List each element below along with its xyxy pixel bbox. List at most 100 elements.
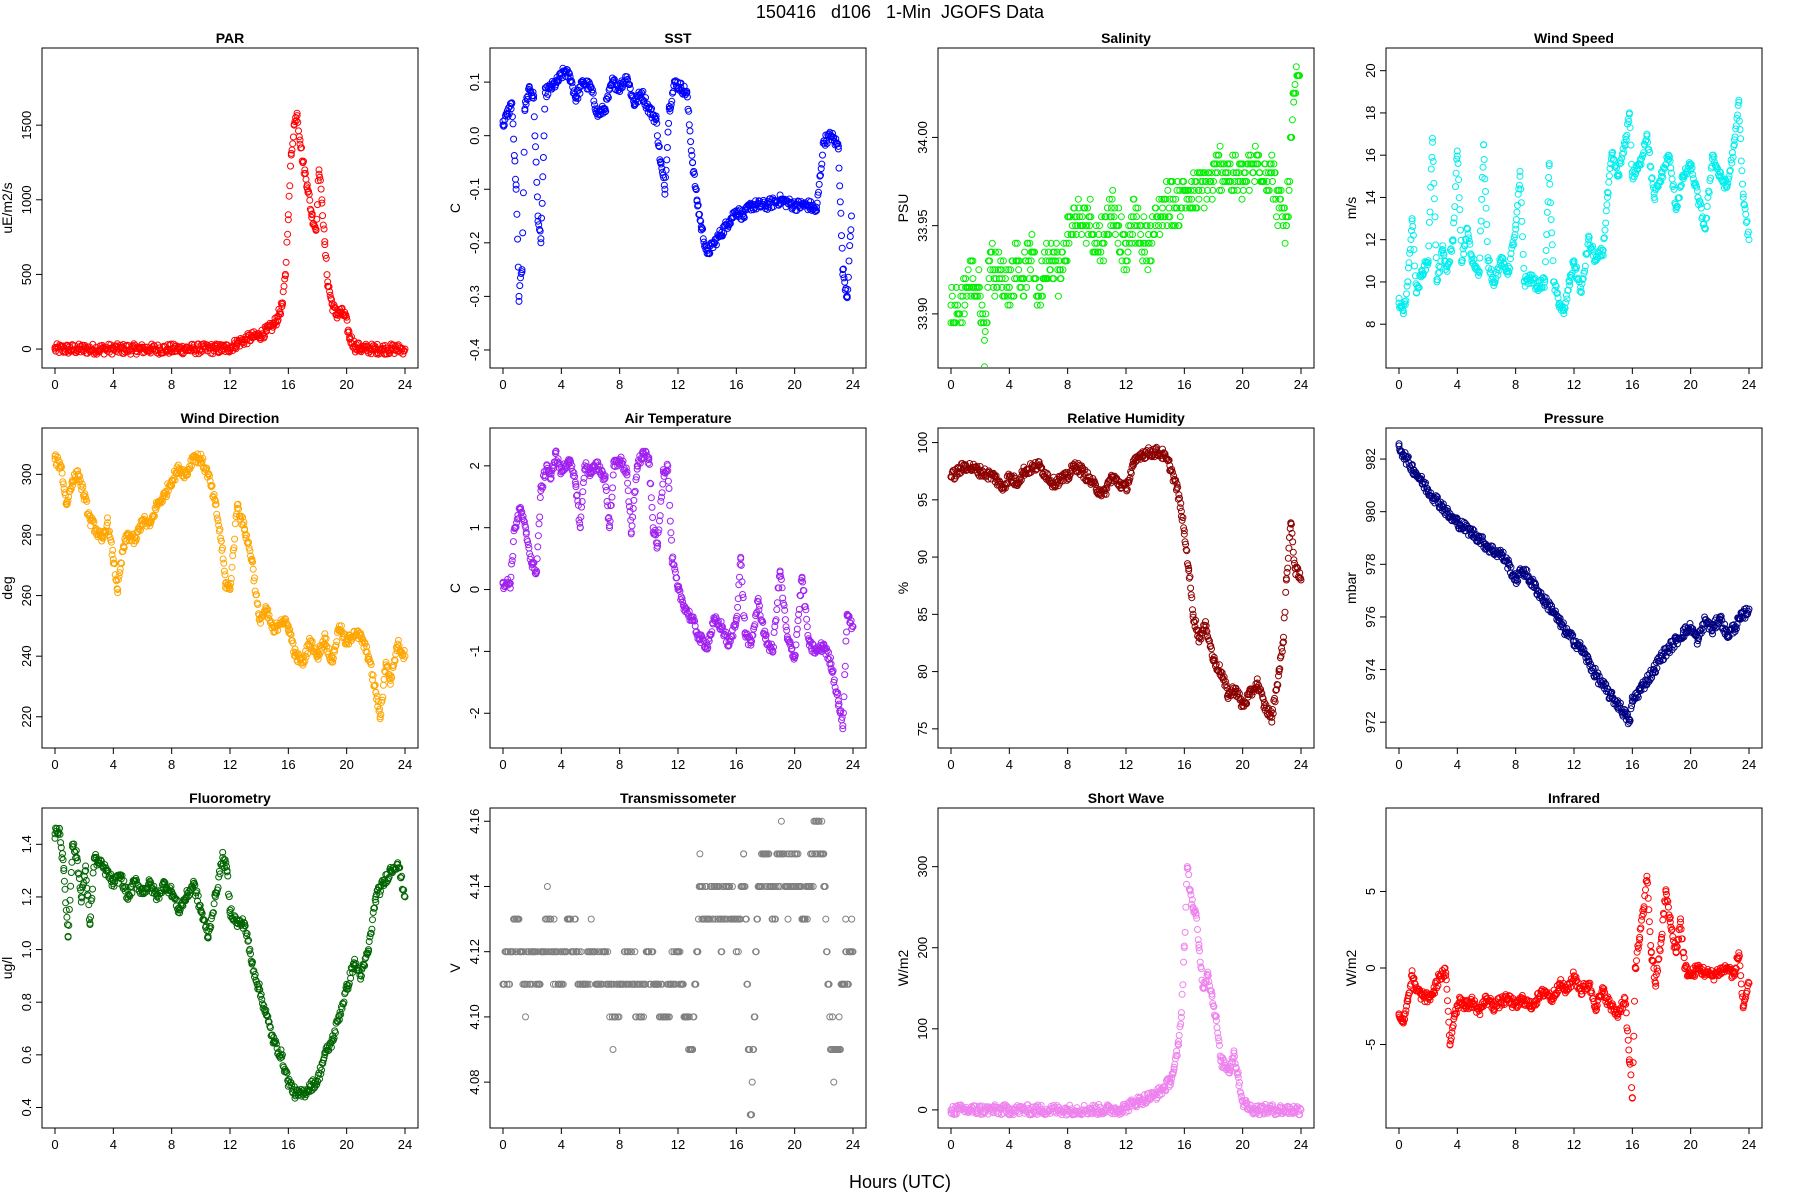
data-point (240, 518, 248, 526)
data-point (234, 500, 242, 508)
data-point (847, 226, 855, 234)
data-point (813, 199, 821, 207)
data-point (1235, 690, 1243, 697)
data-point (103, 522, 111, 529)
data-point (313, 215, 321, 223)
data-point (534, 532, 542, 540)
data-point (1217, 160, 1225, 168)
data-point (1272, 195, 1280, 203)
y-tick-label: 972 (1363, 711, 1378, 733)
data-point (1450, 219, 1458, 227)
data-point (85, 509, 93, 517)
data-point (1117, 213, 1125, 221)
x-tick-label: 12 (671, 757, 685, 772)
data-point (1269, 195, 1277, 203)
data-point (1404, 454, 1412, 462)
data-point (1212, 151, 1220, 159)
data-point (1509, 238, 1517, 246)
data-point (606, 522, 613, 530)
data-point (1183, 195, 1191, 203)
data-point (1287, 520, 1295, 528)
data-point (1084, 204, 1092, 212)
data-point (216, 525, 224, 533)
data-point (1288, 529, 1296, 537)
data-point (1132, 204, 1140, 212)
data-point (629, 513, 637, 521)
data-point (1599, 252, 1607, 259)
data-point (538, 214, 545, 222)
data-point (1512, 221, 1520, 229)
data-point (378, 696, 386, 704)
data-point (1647, 163, 1655, 171)
data-point (1139, 257, 1147, 265)
data-point (1439, 242, 1447, 250)
data-point (279, 299, 286, 307)
data-point (104, 514, 111, 522)
data-point (986, 257, 994, 265)
data-point (838, 244, 846, 252)
data-point (283, 238, 291, 246)
data-point (799, 578, 807, 586)
data-point (547, 470, 555, 478)
data-point (704, 644, 712, 652)
data-point (1476, 254, 1484, 262)
data-point (1577, 288, 1585, 296)
data-point (690, 167, 698, 175)
data-point (386, 680, 394, 688)
data-point (1627, 141, 1635, 149)
data-point (1124, 248, 1132, 256)
y-tick-label: -0.4 (467, 339, 482, 361)
data-point (661, 190, 669, 198)
data-point (1430, 195, 1438, 203)
data-point (522, 98, 529, 106)
data-point (250, 577, 258, 585)
data-point (1011, 239, 1019, 247)
y-tick-label: 980 (1363, 501, 1378, 523)
data-point (317, 185, 325, 193)
data-point (974, 292, 981, 300)
data-point (1129, 231, 1137, 238)
data-point (633, 473, 640, 481)
data-point (654, 529, 662, 537)
data-point (1213, 160, 1221, 168)
data-point (952, 319, 960, 327)
data-point (1532, 581, 1540, 588)
data-point (1222, 169, 1230, 177)
data-point (540, 132, 548, 140)
data-point (300, 157, 307, 165)
data-point (514, 235, 522, 243)
points-group (51, 450, 409, 723)
data-point (1173, 480, 1181, 488)
x-tick-label: 16 (1177, 377, 1191, 392)
y-tick-label: 220 (19, 706, 34, 728)
x-tick-label: 20 (787, 757, 801, 772)
data-point (832, 688, 840, 696)
data-point (681, 87, 689, 95)
data-point (1728, 149, 1736, 157)
data-point (512, 185, 520, 193)
x-tick-label: 16 (1625, 377, 1639, 392)
data-point (1280, 204, 1288, 212)
data-point (1057, 275, 1065, 283)
data-point (520, 148, 528, 156)
data-point (1434, 276, 1442, 284)
data-point (251, 587, 259, 595)
data-point (130, 340, 138, 348)
y-tick-label: 8 (1363, 321, 1378, 328)
data-point (1703, 214, 1711, 222)
data-point (706, 249, 714, 257)
data-point (821, 141, 829, 149)
data-point (1019, 275, 1027, 283)
data-point (1265, 186, 1273, 194)
data-point (323, 271, 331, 279)
data-point (1155, 195, 1163, 203)
data-point (322, 635, 330, 643)
data-point (770, 629, 778, 636)
data-point (1581, 262, 1589, 270)
data-point (541, 105, 549, 113)
data-point (371, 681, 379, 689)
data-point (1058, 248, 1066, 256)
data-point (622, 469, 630, 477)
x-tick-label: 12 (1567, 377, 1581, 392)
